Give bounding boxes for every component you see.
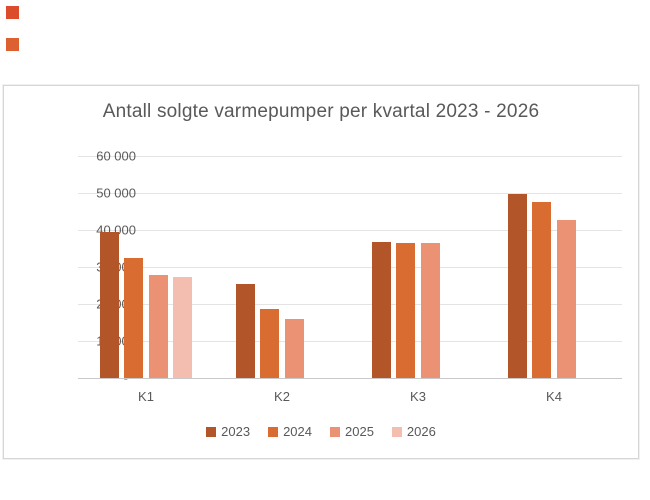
bar-2025-K4: [556, 220, 576, 378]
bar-2025-K1: [148, 275, 168, 378]
legend-label: 2025: [345, 424, 374, 439]
bar-2023-K3: [371, 241, 391, 378]
chart-legend: 2023 2024 2025 2026: [4, 424, 638, 439]
y-tick-label-50000: 50 000: [96, 185, 136, 201]
bar-2024-K3: [396, 243, 416, 378]
gridline-20000: [78, 304, 622, 305]
x-axis-label-K4: K4: [546, 389, 562, 404]
legend-item-2023: 2023: [206, 424, 250, 439]
legend-swatch-icon: [391, 426, 402, 437]
bar-2023-K1: [99, 231, 119, 378]
bar-2024-K2: [260, 308, 280, 378]
bar-2023-K4: [507, 194, 527, 378]
legend-label: 2024: [283, 424, 312, 439]
legend-item-2024: 2024: [268, 424, 312, 439]
x-axis-label-K3: K3: [410, 389, 426, 404]
legend-item-2026: 2026: [391, 424, 436, 439]
legend-swatch-icon: [268, 426, 279, 437]
bar-2023-K2: [235, 283, 255, 378]
bar-2026-K1: [173, 277, 193, 378]
y-tick-label-60000: 60 000: [96, 148, 136, 164]
gridline-40000: [78, 230, 622, 231]
gridline-10000: [78, 341, 622, 342]
legend-item-2025: 2025: [330, 424, 374, 439]
x-axis-line: [78, 378, 622, 379]
bar-2025-K2: [284, 318, 304, 378]
decorative-orange-square-1: [6, 6, 19, 19]
bar-chart[interactable]: Antall solgte varmepumper per kvartal 20…: [3, 85, 639, 459]
gridline-30000: [78, 267, 622, 268]
x-axis-label-K1: K1: [138, 389, 154, 404]
bar-2025-K3: [420, 243, 440, 378]
gridline-50000: [78, 193, 622, 194]
chart-title: Antall solgte varmepumper per kvartal 20…: [102, 101, 540, 122]
x-axis-label-K2: K2: [274, 389, 290, 404]
bar-2024-K1: [124, 258, 144, 378]
legend-label: 2026: [406, 424, 436, 439]
legend-label: 2023: [221, 424, 251, 439]
legend-swatch-icon: [206, 426, 217, 437]
legend-swatch-icon: [330, 426, 340, 437]
bar-2024-K4: [532, 202, 552, 378]
decorative-orange-square-2: [6, 38, 19, 51]
gridline-60000: [78, 156, 622, 157]
